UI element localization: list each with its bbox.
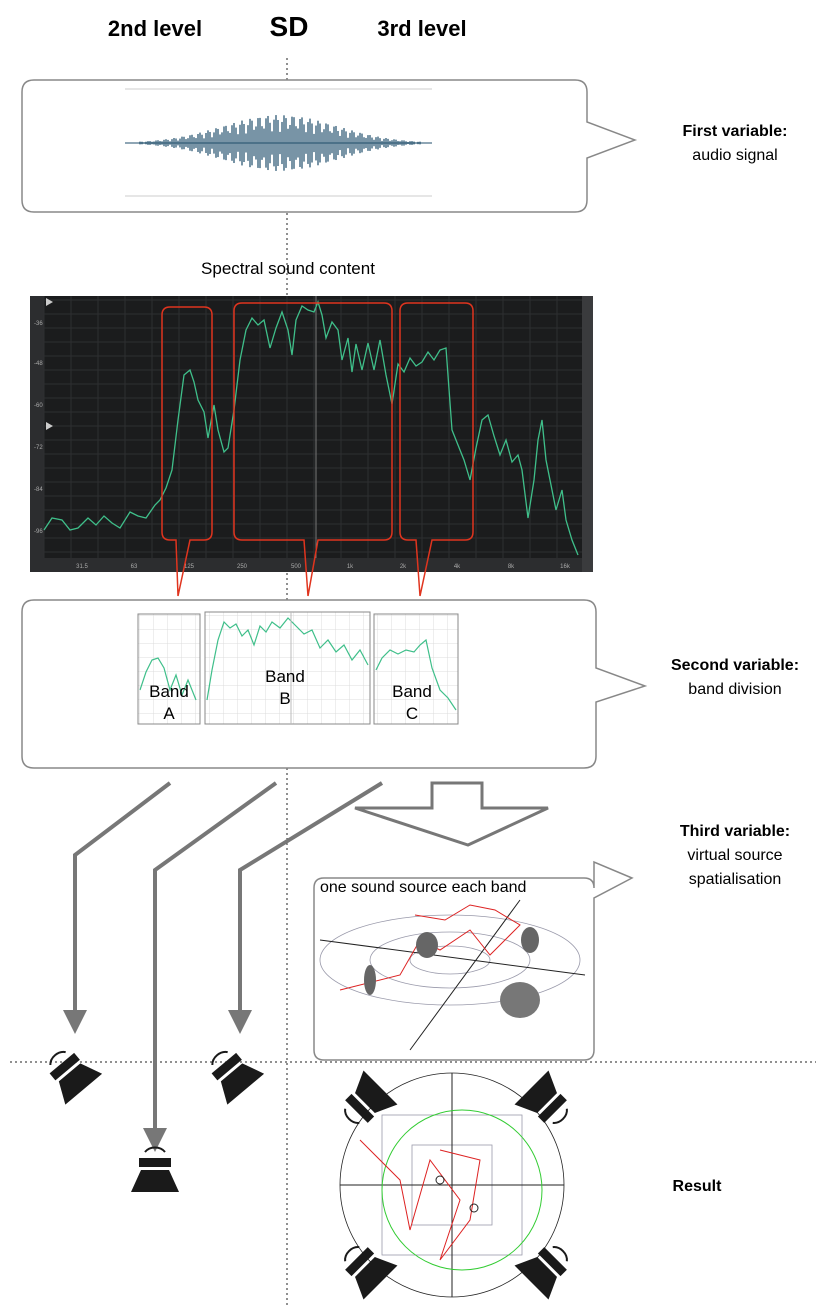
- y-tick-label: -72: [34, 445, 43, 451]
- callout-box: [313, 860, 634, 1061]
- x-tick-label: 500: [291, 564, 302, 570]
- speaker: [197, 1038, 266, 1106]
- spatial-scene: [319, 899, 586, 1051]
- spectrum-curve: [43, 300, 579, 556]
- band-letter: A: [163, 704, 175, 723]
- speaker: [331, 1069, 399, 1137]
- spectrum-grid: -36 -48 -60 -72 -84 -96 31.5 63 125 250 500 1k 2k 4k 8…: [34, 296, 582, 570]
- routing-arrows: [63, 781, 384, 1152]
- band-letter: B: [279, 689, 290, 708]
- waveform: [139, 115, 421, 171]
- x-tick-label: 16k: [560, 564, 571, 570]
- x-tick-label: 125: [184, 564, 195, 570]
- speaker: [35, 1038, 104, 1106]
- x-tick-label: 63: [131, 564, 138, 570]
- variable-text: virtual source: [687, 847, 782, 864]
- x-tick-label: 31.5: [76, 564, 88, 570]
- marker: [46, 422, 53, 430]
- result-label: Result: [673, 1178, 723, 1195]
- big-arrow: [354, 781, 549, 847]
- spectrum-title: Spectral sound content: [201, 259, 375, 278]
- band-brackets: [161, 302, 474, 597]
- spectrum-strip: [582, 296, 593, 572]
- spatial-title: one sound source each band: [320, 879, 526, 896]
- variable-text: audio signal: [692, 147, 777, 164]
- y-tick-label: -96: [34, 529, 43, 535]
- x-tick-label: 8k: [508, 564, 515, 570]
- spectrum-strip: [30, 296, 44, 572]
- variable-title: Second variable:: [671, 657, 799, 674]
- header-left: 2nd level: [108, 16, 202, 41]
- result-scene: [339, 1072, 565, 1298]
- y-tick-label: -36: [34, 321, 43, 327]
- band-curves: [139, 617, 457, 711]
- marker: [46, 298, 53, 306]
- x-tick-label: 1k: [347, 564, 354, 570]
- header-center: SD: [270, 11, 309, 42]
- band-letter: C: [406, 704, 418, 723]
- variable-text: spatialisation: [689, 871, 782, 888]
- x-tick-label: 250: [237, 564, 248, 570]
- y-tick-label: -60: [34, 403, 43, 409]
- header-right: 3rd level: [377, 16, 466, 41]
- spectrum-panel: [30, 296, 593, 572]
- band-panels: [137, 611, 459, 725]
- y-tick-label: -48: [34, 361, 43, 367]
- band-word: Band: [149, 682, 189, 701]
- speaker: [331, 1233, 399, 1301]
- x-tick-label: 4k: [454, 564, 461, 570]
- variable-text: band division: [688, 681, 781, 698]
- band-word: Band: [392, 682, 432, 701]
- speaker: [130, 1146, 180, 1193]
- variable-title: First variable:: [683, 123, 788, 140]
- x-tick-label: 2k: [400, 564, 407, 570]
- y-tick-label: -84: [34, 487, 43, 493]
- variable-title: Third variable:: [680, 823, 790, 840]
- band-word: Band: [265, 667, 305, 686]
